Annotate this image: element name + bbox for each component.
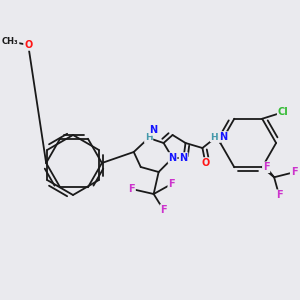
Text: N: N — [179, 153, 188, 163]
Text: F: F — [168, 179, 175, 189]
Text: H: H — [145, 134, 152, 142]
Text: O: O — [24, 40, 32, 50]
Text: H: H — [211, 133, 218, 142]
Text: O: O — [201, 158, 209, 168]
Text: Cl: Cl — [278, 107, 289, 117]
Text: N: N — [169, 153, 177, 163]
Text: F: F — [128, 184, 135, 194]
Text: N: N — [150, 125, 158, 135]
Text: F: F — [276, 190, 282, 200]
Text: F: F — [291, 167, 297, 177]
Text: F: F — [160, 205, 167, 215]
Text: CH₃: CH₃ — [2, 38, 19, 46]
Text: F: F — [263, 162, 269, 172]
Text: N: N — [219, 132, 227, 142]
